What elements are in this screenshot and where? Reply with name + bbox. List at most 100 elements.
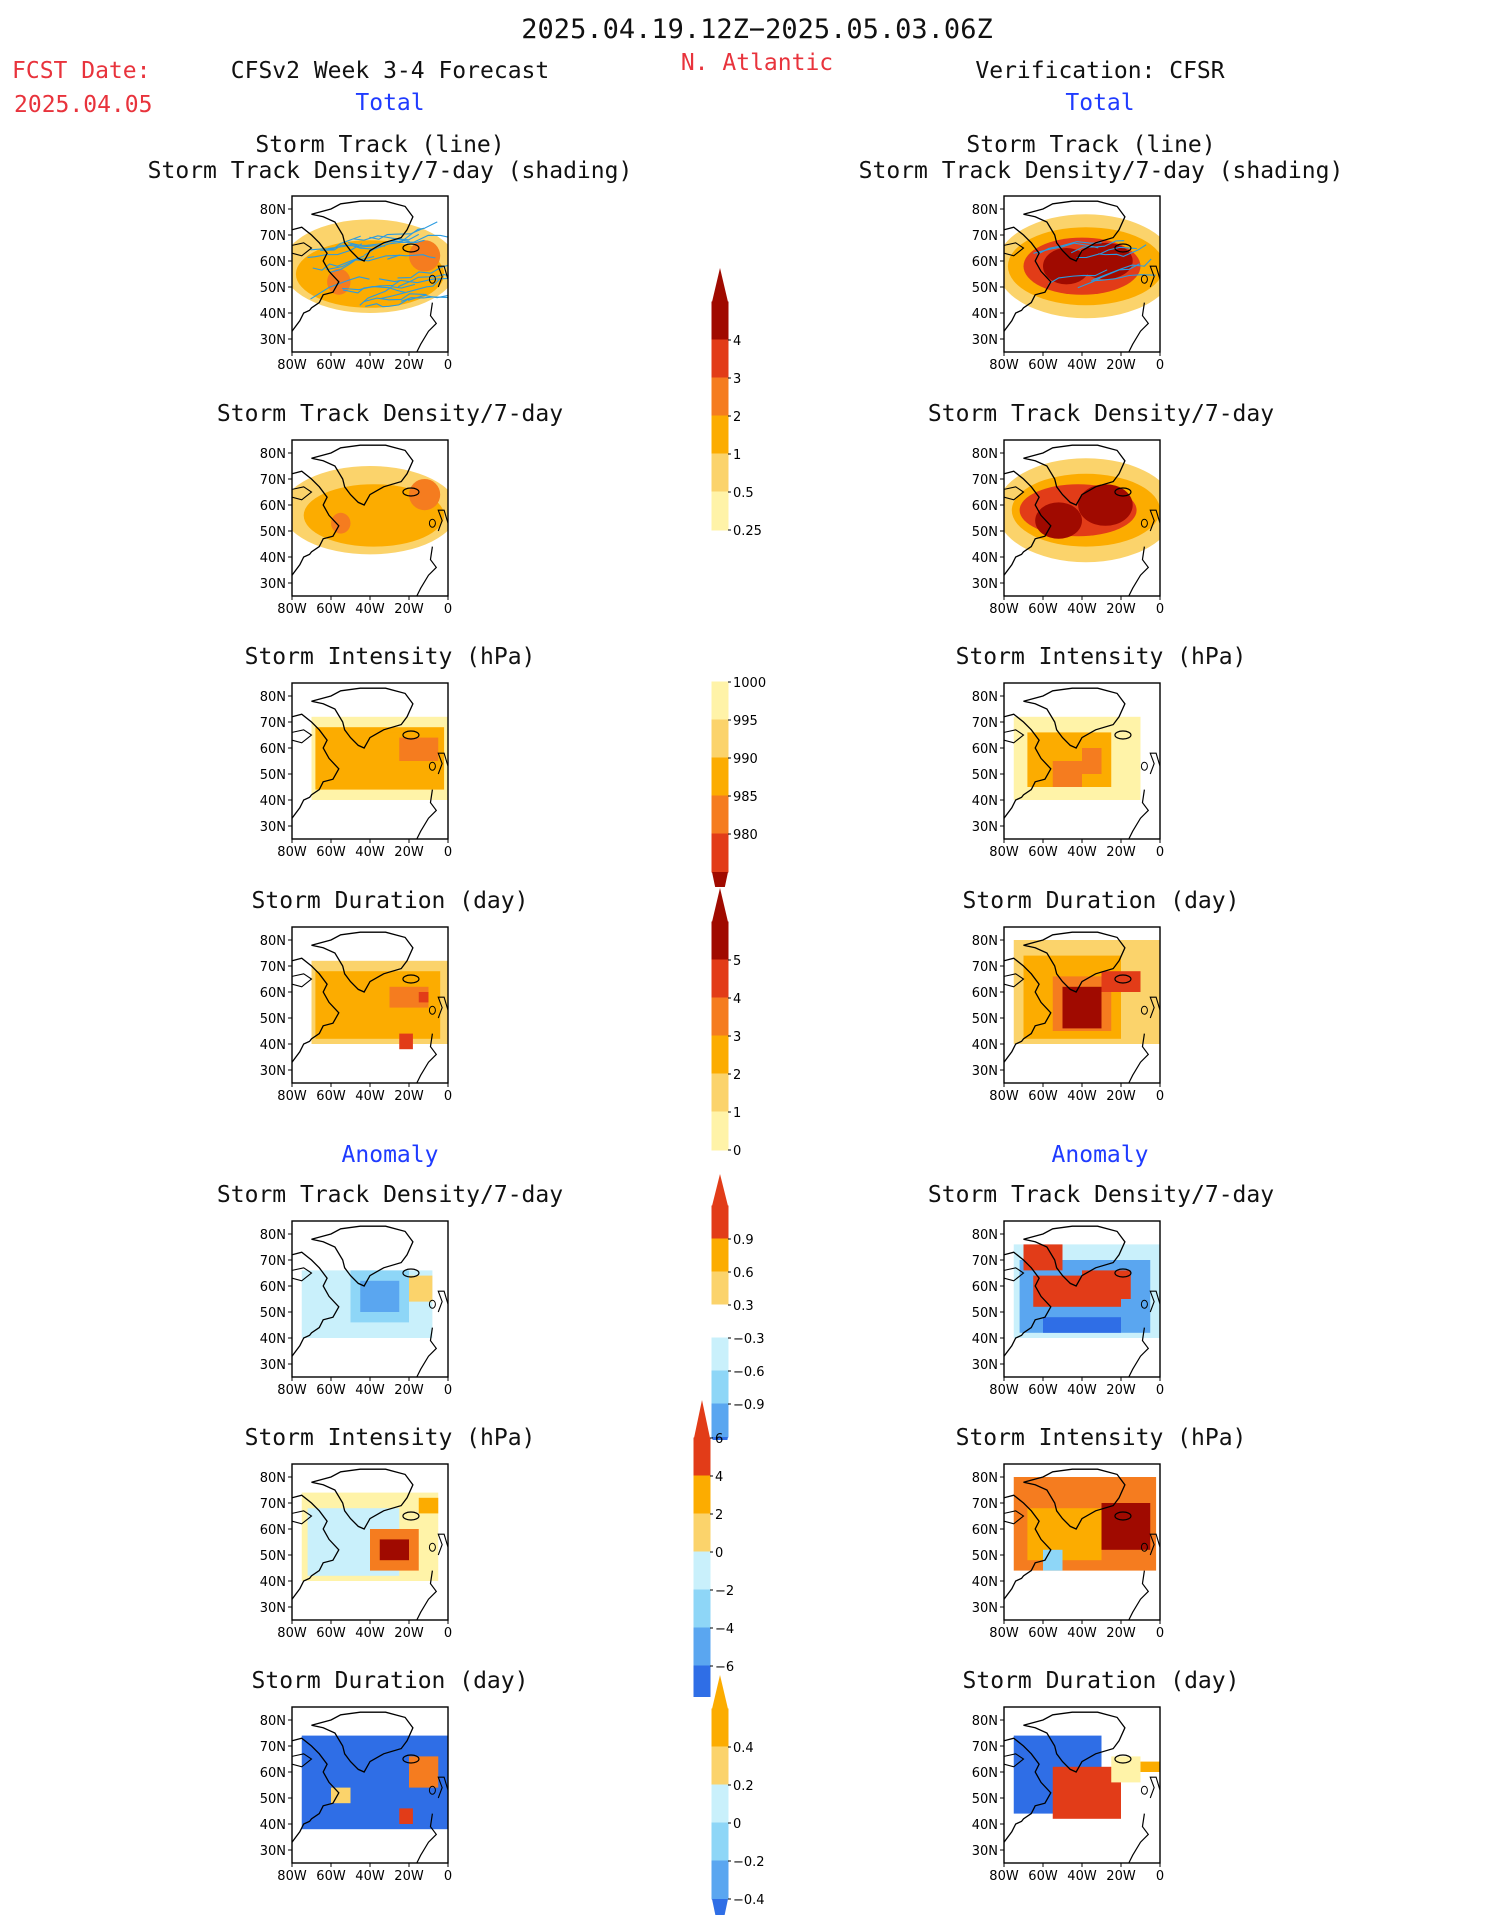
map-shading (1004, 1225, 1160, 1377)
colorbar-label: 6 (715, 1432, 723, 1447)
colorbar-segment (711, 719, 729, 759)
lat-tick-label: 80N (260, 1228, 286, 1243)
colorbar-arrow-bottom (712, 872, 728, 887)
colorbar-segment (711, 339, 729, 379)
lat-tick-label: 30N (972, 1358, 998, 1373)
lon-tick-label: 60W (316, 845, 346, 860)
lat-tick-label: 60N (972, 255, 998, 270)
iceland-coastline (1114, 487, 1132, 497)
storm-track-line (353, 233, 420, 241)
panel-title-anom-duration-right: Storm Duration (day) (962, 1668, 1240, 1694)
lat-tick-label: 40N (260, 794, 286, 809)
shade-cell (1062, 986, 1102, 1029)
britain-coastline (1149, 752, 1160, 775)
panel-title-anom-intensity-right: Storm Intensity (hPa) (955, 1425, 1247, 1451)
lat-tick-label: 60N (260, 1280, 286, 1295)
shade-cell (418, 1497, 439, 1514)
colorbar-label: 0.2 (733, 1779, 754, 1794)
iceland-coastline (402, 487, 420, 497)
ireland-coastline (1140, 1299, 1148, 1309)
north-america-coastline (1004, 226, 1052, 332)
map-shading (292, 1468, 448, 1620)
britain-coastline (1149, 1290, 1160, 1313)
storm-track-line (380, 278, 440, 300)
lat-tick-label: 80N (972, 447, 998, 462)
colorbar-segment (711, 1860, 729, 1900)
storm-track-line (342, 286, 406, 294)
lon-tick-label: 20W (1106, 1869, 1136, 1884)
lat-tick-label: 70N (972, 960, 998, 975)
lon-tick-label: 40W (355, 845, 385, 860)
lat-tick-label: 50N (260, 281, 286, 296)
map-duration-verification: 80N 70N 60N 50N 40N 30N 80W 60W 40W 20W 0 (972, 926, 1164, 1104)
lon-tick-label: 60W (316, 602, 346, 617)
colorbar-segment (711, 1073, 729, 1113)
north-america-coastline (1004, 1737, 1052, 1843)
baffin-coastline (1004, 973, 1025, 988)
lon-tick-label: 80W (277, 1383, 307, 1398)
map-shading (1004, 687, 1160, 839)
lon-tick-label: 80W (989, 602, 1019, 617)
colorbar-label: 995 (733, 714, 758, 729)
map-anom-density-verification: 80N 70N 60N 50N 40N 30N 80W 60W 40W 20W 0 (972, 1220, 1164, 1398)
map-intensity-forecast: 80N 70N 60N 50N 40N 30N 80W 60W 40W 20W 0 (260, 682, 452, 860)
shade-cell (1101, 1503, 1151, 1550)
colorbar-segment (711, 795, 729, 835)
lat-tick-label: 40N (260, 1038, 286, 1053)
north-america-coastline (1004, 1251, 1052, 1357)
shade-blob (409, 479, 441, 511)
lat-tick-label: 40N (260, 1818, 286, 1833)
lat-tick-label: 80N (260, 1471, 286, 1486)
lat-tick-label: 30N (972, 1844, 998, 1859)
panel-title-anom-density-right: Storm Track Density/7-day (927, 1182, 1275, 1208)
colorbar-segment (711, 1822, 729, 1862)
lon-tick-label: 60W (1028, 358, 1058, 373)
lon-tick-label: 0 (1156, 1089, 1164, 1104)
colorbar-segment (711, 1035, 729, 1075)
europe-africa-coastline (416, 1327, 438, 1377)
north-america-coastline (292, 713, 340, 819)
greenland-coastline (311, 687, 414, 749)
greenland-coastline (311, 1468, 414, 1530)
colorbar-intensity: 1000 995 990 985 980 (711, 676, 766, 887)
lat-tick-label: 70N (972, 229, 998, 244)
greenland-coastline (311, 200, 414, 262)
lon-tick-label: 0 (1156, 1626, 1164, 1641)
north-america-coastline (292, 226, 340, 332)
storm-track-line (391, 221, 438, 243)
greenland-coastline (1023, 1225, 1126, 1287)
lon-tick-label: 40W (355, 1383, 385, 1398)
lat-tick-label: 50N (260, 1549, 286, 1564)
map-shading (292, 931, 448, 1083)
map-shading (292, 687, 448, 839)
colorbar-label: 1 (733, 1106, 741, 1121)
lon-tick-label: 40W (1067, 1626, 1097, 1641)
shade-cell (1140, 1761, 1160, 1772)
colorbar-label: 1000 (733, 676, 766, 691)
lat-tick-label: 30N (260, 1844, 286, 1859)
region-title: N. Atlantic (680, 50, 834, 76)
colorbar-segment (711, 1746, 729, 1786)
colorbar-label: −2 (715, 1584, 734, 1599)
shade-cell (1052, 1766, 1121, 1819)
shade-blob (1078, 484, 1133, 526)
iceland-coastline (1114, 243, 1132, 253)
greenland-coastline (1023, 1468, 1126, 1530)
storm-track-line (310, 235, 361, 251)
colorbar-segment (711, 921, 729, 961)
lon-tick-label: 20W (394, 602, 424, 617)
lon-tick-label: 0 (1156, 358, 1164, 373)
shade-cell (379, 1539, 409, 1561)
colorbar-segment (711, 1238, 729, 1273)
britain-coastline (437, 1776, 448, 1799)
iceland-coastline (402, 243, 420, 253)
lon-tick-label: 80W (277, 845, 307, 860)
colorbar-segment (693, 1475, 711, 1515)
panel-title-track-right-2: Storm Track Density/7-day (shading) (858, 158, 1344, 184)
lon-tick-label: 0 (1156, 1383, 1164, 1398)
ireland-coastline (1140, 1785, 1148, 1795)
colorbar-label: 985 (733, 790, 758, 805)
lat-tick-label: 70N (260, 960, 286, 975)
lat-tick-label: 40N (972, 1038, 998, 1053)
map-shading (292, 1711, 448, 1863)
